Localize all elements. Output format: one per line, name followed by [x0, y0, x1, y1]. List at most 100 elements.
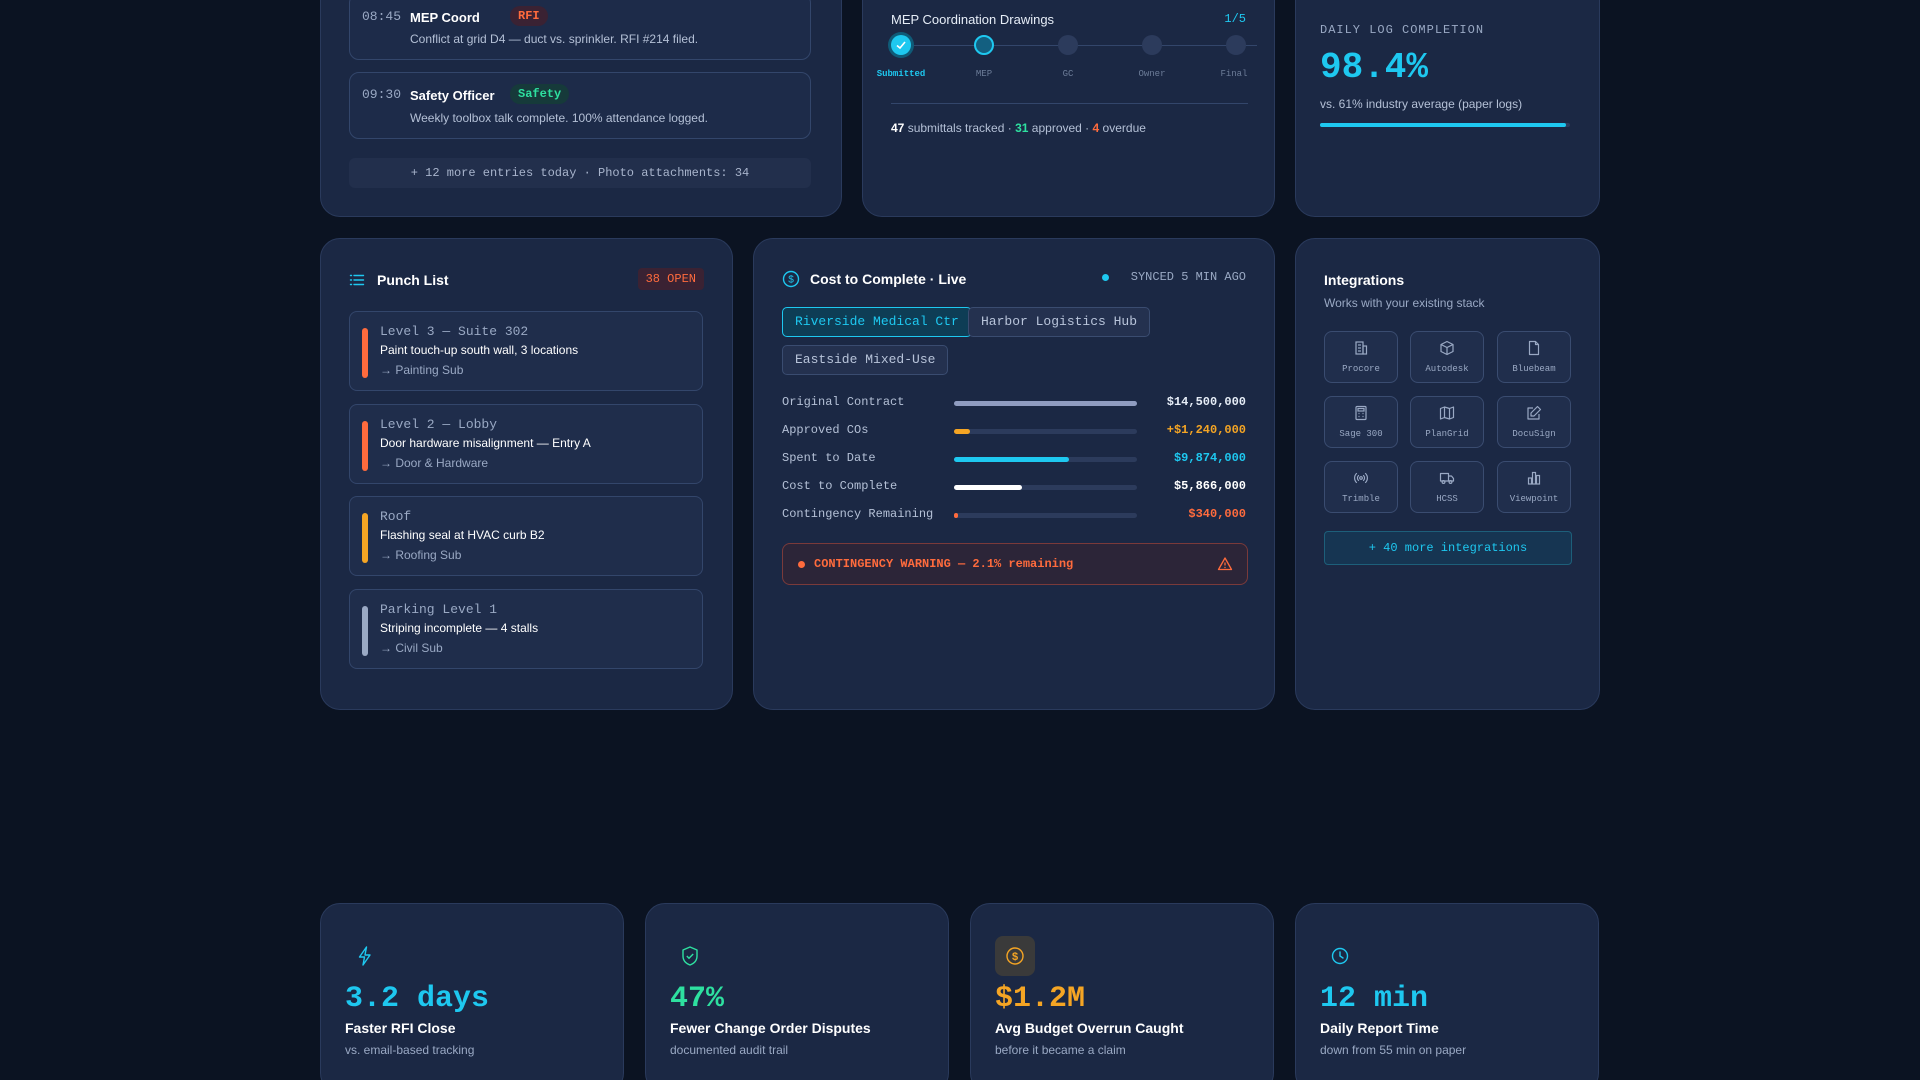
integration-tile-bluebeam[interactable]: Bluebeam [1497, 331, 1571, 383]
step-dot[interactable] [1142, 35, 1162, 55]
cost-row-value: $14,500,000 [1166, 395, 1246, 409]
step-label: Submitted [876, 69, 926, 79]
project-tab-active[interactable]: Riverside Medical Ctr [782, 307, 972, 337]
more-integrations-button[interactable]: + 40 more integrations [1324, 531, 1572, 565]
clock-icon [1320, 936, 1360, 976]
alert-triangle-icon [1217, 557, 1233, 571]
more-entries-bar[interactable]: + 12 more entries today · Photo attachme… [349, 158, 811, 188]
warning-text: CONTINGENCY WARNING — 2.1% remaining [814, 557, 1074, 571]
punch-assignee: → Door & Hardware [380, 456, 489, 470]
cost-row-value: +$1,240,000 [1166, 423, 1246, 437]
sync-status: SYNCED 5 MIN AGO [1130, 270, 1246, 284]
priority-bar [362, 513, 368, 563]
document-icon [1528, 340, 1540, 356]
list-icon [349, 274, 365, 286]
stat-value: $1.2M [995, 982, 1086, 1016]
cost-row-label: Contingency Remaining [782, 507, 934, 521]
cost-row-value: $340,000 [1188, 507, 1246, 521]
stat-card-report-time: 12 min Daily Report Time down from 55 mi… [1295, 903, 1599, 1080]
completion-bar [1320, 123, 1570, 127]
integration-tile-hcss[interactable]: HCSS [1410, 461, 1484, 513]
contingency-warning[interactable]: CONTINGENCY WARNING — 2.1% remaining [782, 543, 1248, 585]
approved-label: approved · [1031, 121, 1090, 135]
integration-name: HCSS [1436, 494, 1458, 504]
integrations-subtitle: Works with your existing stack [1324, 296, 1485, 310]
integration-tile-autodesk[interactable]: Autodesk [1410, 331, 1484, 383]
stat-value: 47% [670, 982, 725, 1016]
svg-text:$: $ [788, 275, 794, 286]
tracked-label: submittals tracked · [907, 121, 1012, 135]
live-dot [1102, 274, 1109, 281]
integration-tile-viewpoint[interactable]: Viewpoint [1497, 461, 1571, 513]
rfi-tag: RFI [510, 6, 548, 26]
integration-name: PlanGrid [1425, 429, 1469, 439]
priority-bar [362, 328, 368, 378]
step-dot[interactable] [1058, 35, 1078, 55]
cost-bar-fill [954, 401, 1137, 406]
punch-item[interactable]: Level 3 — Suite 302 Paint touch-up south… [349, 311, 703, 391]
stat-title: Fewer Change Order Disputes [670, 1020, 871, 1036]
bolt-icon [345, 936, 385, 976]
step-dot-done[interactable] [891, 35, 911, 55]
integration-tile-docusign[interactable]: DocuSign [1497, 396, 1571, 448]
cost-bar [954, 429, 1137, 434]
calculator-icon [1355, 405, 1367, 421]
punch-description: Door hardware misalignment — Entry A [380, 436, 591, 450]
check-icon [896, 41, 906, 50]
cost-row-value: $9,874,000 [1173, 451, 1246, 465]
open-count-badge: 38 OPEN [637, 268, 704, 290]
integration-tile-plangrid[interactable]: PlanGrid [1410, 396, 1484, 448]
punch-location: Parking Level 1 [380, 602, 498, 617]
punch-item[interactable]: Roof Flashing seal at HVAC curb B2 → Roo… [349, 496, 703, 576]
punch-assignee: → Civil Sub [380, 641, 443, 655]
dollar-icon: $ [995, 936, 1035, 976]
submittal-title: MEP Coordination Drawings [891, 12, 1055, 27]
log-entry[interactable]: 09:30 Safety Officer Safety Weekly toolb… [349, 72, 811, 139]
log-message: Weekly toolbox talk complete. 100% atten… [410, 111, 708, 125]
cost-bar [954, 513, 1137, 518]
stat-title: Daily Report Time [1320, 1020, 1439, 1036]
cost-bar-fill [954, 513, 958, 518]
step-label: MEP [975, 69, 993, 79]
step-label: GC [1062, 69, 1074, 79]
overdue-label: overdue [1102, 121, 1146, 135]
completion-bar-fill [1320, 123, 1566, 127]
punch-item[interactable]: Level 2 — Lobby Door hardware misalignme… [349, 404, 703, 484]
cost-row-label: Spent to Date [782, 451, 876, 465]
cost-bar [954, 401, 1137, 406]
cost-bar [954, 457, 1137, 462]
punch-location: Level 2 — Lobby [380, 417, 498, 432]
stat-card-overrun: $ $1.2M Avg Budget Overrun Caught before… [970, 903, 1274, 1080]
priority-bar [362, 606, 368, 656]
step-label: Owner [1138, 69, 1166, 79]
completion-label: DAILY LOG COMPLETION [1320, 23, 1485, 37]
integration-name: Sage 300 [1339, 429, 1383, 439]
integration-tile-procore[interactable]: Procore [1324, 331, 1398, 383]
integration-tile-trimble[interactable]: Trimble [1324, 461, 1398, 513]
punch-item[interactable]: Parking Level 1 Striping incomplete — 4 … [349, 589, 703, 669]
broadcast-icon [1354, 472, 1368, 484]
integration-name: Trimble [1342, 494, 1380, 504]
cube-icon [1440, 340, 1454, 356]
step-dot[interactable] [1226, 35, 1246, 55]
stat-subtitle: vs. email-based tracking [345, 1043, 475, 1057]
step-label: Final [1220, 69, 1248, 79]
integration-tile-sage[interactable]: Sage 300 [1324, 396, 1398, 448]
step-dot-current[interactable] [974, 35, 994, 55]
log-time: 08:45 [362, 9, 402, 24]
svg-text:$: $ [1012, 951, 1018, 963]
cost-bar [954, 485, 1137, 490]
shield-check-icon [670, 936, 710, 976]
log-entry[interactable]: 08:45 MEP Coord RFI Conflict at grid D4 … [349, 0, 811, 60]
map-icon [1439, 406, 1455, 420]
stat-value: 12 min [1320, 982, 1429, 1016]
project-tab[interactable]: Eastside Mixed-Use [782, 345, 949, 375]
cost-bar-fill [954, 485, 1022, 490]
completion-card: DAILY LOG COMPLETION 98.4% vs. 61% indus… [1295, 0, 1600, 217]
stat-subtitle: before it became a claim [995, 1043, 1126, 1057]
project-tab[interactable]: Harbor Logistics Hub [968, 307, 1151, 337]
stat-title: Avg Budget Overrun Caught [995, 1020, 1184, 1036]
integration-name: Viewpoint [1509, 494, 1559, 504]
punch-description: Paint touch-up south wall, 3 locations [380, 343, 579, 357]
overdue-count: 4 [1092, 121, 1100, 135]
